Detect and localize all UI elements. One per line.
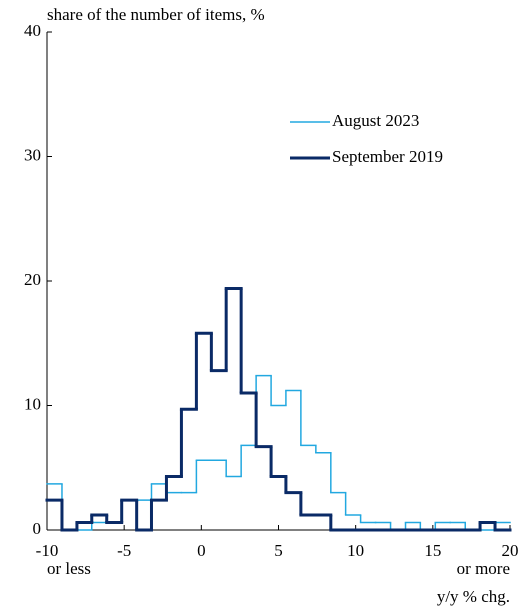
legend-label: September 2019 bbox=[332, 147, 443, 166]
y-axis-label: share of the number of items, % bbox=[47, 5, 265, 24]
y-tick-label: 20 bbox=[24, 270, 41, 289]
x-tick-label: -5 bbox=[117, 541, 131, 560]
legend-label: August 2023 bbox=[332, 111, 419, 130]
y-tick-label: 30 bbox=[24, 145, 41, 164]
annotation: or more bbox=[457, 559, 510, 578]
y-tick-label: 10 bbox=[24, 394, 41, 413]
y-tick-label: 0 bbox=[33, 519, 42, 538]
x-tick-label: -10 bbox=[36, 541, 59, 560]
annotation: or less bbox=[47, 559, 91, 578]
x-tick-label: 5 bbox=[274, 541, 283, 560]
x-tick-label: 10 bbox=[347, 541, 364, 560]
x-tick-label: 15 bbox=[424, 541, 441, 560]
y-tick-label: 40 bbox=[24, 21, 41, 40]
x-tick-label: 20 bbox=[502, 541, 519, 560]
x-axis-label: y/y % chg. bbox=[437, 587, 510, 606]
x-tick-label: 0 bbox=[197, 541, 206, 560]
